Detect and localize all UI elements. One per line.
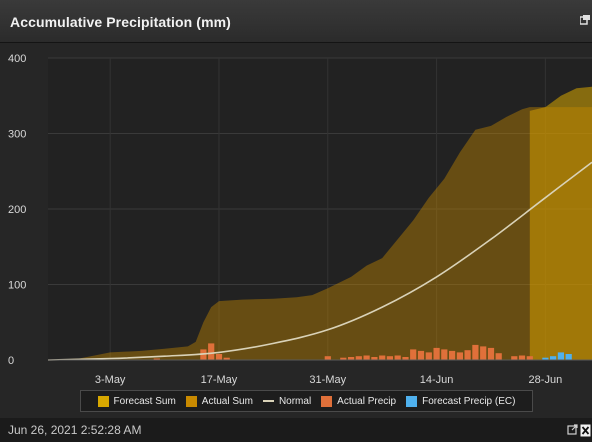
actual-sum-area [48,107,592,360]
x-tick-label: 28-Jun [529,374,563,386]
external-link-icon[interactable] [567,424,578,435]
forecast-precip-bar [557,352,564,360]
y-tick-label: 400 [8,53,26,65]
popout-icon[interactable] [580,15,590,25]
actual-precip-bar [394,355,401,360]
forecast-precip-swatch [406,395,418,407]
precipitation-chart: 0 100 200 300 400 3-May 17-May 31-May 14-Jun 28-J… [8,53,592,386]
actual-precip-bar [324,356,331,360]
actual-precip-swatch [321,395,333,407]
legend-label-forecast-precip: Forecast Precip (EC) [422,395,516,407]
actual-precip-bar [340,357,347,360]
legend-item-actual-precip[interactable]: Actual Precip [321,395,397,407]
actual-precip-bar [464,350,471,360]
actual-precip-bar [526,356,533,360]
normal-line [47,161,592,361]
forecast-precip-bar [542,357,549,360]
forecast-sum-area [529,86,592,360]
actual-precip-bar [363,355,370,360]
forecast-precip-bar [550,356,557,360]
actual-precip-bar [518,355,526,360]
y-tick-label: 200 [8,204,26,216]
excel-export-icon[interactable] [579,423,592,438]
forecast-precip-bar [565,354,572,360]
x-tick-label: 31-May [309,374,346,386]
x-tick-label: 14-Jun [420,374,454,386]
legend-item-normal[interactable]: Normal [262,395,312,407]
actual-precip-bar [402,357,409,360]
forecast-sum-swatch [97,395,109,407]
footer-icon-group [567,423,592,438]
actual-precip-bar [386,356,393,360]
actual-precip-bar [433,347,440,360]
actual-precip-bar [425,352,432,360]
x-tick-label: 17-May [201,374,238,386]
legend-label-actual-precip: Actual Precip [337,395,397,407]
x-tick-label: 3-May [95,374,126,386]
actual-precip-bar [456,352,463,360]
legend-label-forecast-sum: Forecast Sum [113,395,176,407]
actual-precip-bar [511,356,518,360]
actual-precip-bar [417,350,425,360]
actual-precip-bar [200,349,207,360]
legend-label-actual-sum: Actual Sum [201,395,253,407]
actual-precip-bar [215,354,223,360]
chart-legend: Forecast Sum Actual Sum Normal Actual Pr… [80,390,533,412]
actual-precip-bar [379,355,386,360]
actual-precip-bar [208,343,215,360]
legend-item-forecast-sum[interactable]: Forecast Sum [97,395,176,407]
y-tick-label: 300 [8,129,26,141]
actual-precip-bar [449,350,456,360]
actual-precip-bar [223,357,230,360]
legend-label-normal: Normal [278,395,312,407]
actual-precip-bar [348,357,355,360]
actual-precip-bar [153,358,160,360]
actual-sum-swatch [185,395,197,407]
y-tick-label: 100 [8,280,26,292]
actual-precip-bar [480,346,487,360]
timestamp: Jun 26, 2021 2:52:28 AM [8,423,142,437]
chart-title: Accumulative Precipitation (mm) [10,14,231,30]
actual-precip-bar [495,353,502,360]
y-tick-label: 0 [8,355,14,367]
actual-precip-bar [441,349,448,360]
actual-precip-bar [472,344,479,360]
widget-footer: Jun 26, 2021 2:52:28 AM [0,418,592,442]
normal-swatch [262,400,274,402]
actual-precip-bar [355,356,362,360]
legend-item-forecast-precip[interactable]: Forecast Precip (EC) [406,395,516,407]
legend-item-actual-sum[interactable]: Actual Sum [185,395,253,407]
actual-precip-bar [487,347,495,360]
actual-precip-bar [371,357,378,360]
widget-header: Accumulative Precipitation (mm) [0,0,592,43]
actual-precip-bar [410,349,417,360]
